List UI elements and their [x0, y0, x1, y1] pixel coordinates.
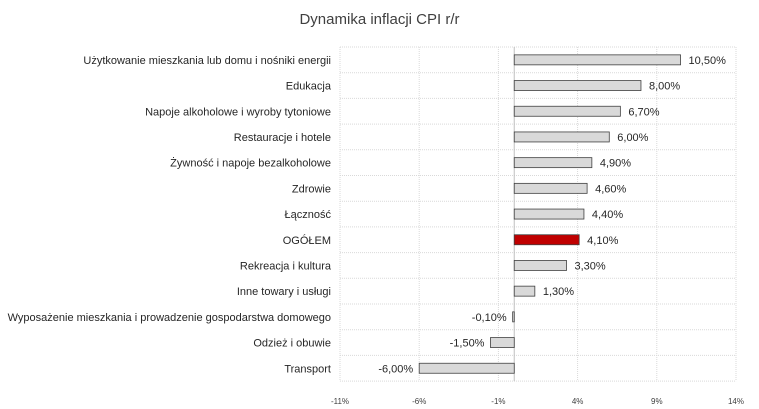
bar: [513, 131, 610, 143]
data-labels: 10,50% 8,00% 6,70% 6,00% 4,90% 4,60% 4,40% 4,10…: [378, 55, 726, 375]
x-tick-label: 4%: [572, 397, 584, 406]
data-label: -0,10%: [472, 312, 507, 324]
bar: [513, 105, 621, 117]
category-label: Inne towary i usługi: [237, 286, 331, 298]
data-label: 4,10%: [587, 235, 618, 247]
data-label: 6,70%: [628, 106, 659, 118]
category-label: OGÓŁEM: [283, 234, 331, 247]
x-tick-label: 14%: [728, 397, 744, 406]
bar: [512, 311, 515, 323]
data-label: -1,50%: [450, 338, 485, 350]
data-label: 4,40%: [592, 209, 623, 221]
bar: [490, 337, 515, 348]
bar: [513, 260, 567, 271]
bar: [513, 80, 642, 91]
category-label: Edukacja: [286, 81, 332, 93]
bar: [513, 54, 681, 66]
data-label: 6,00%: [617, 132, 648, 144]
data-label: 10,50%: [689, 55, 727, 67]
bar: [513, 182, 588, 194]
bar: [418, 362, 515, 374]
bar: [513, 285, 536, 297]
grid-lines: [339, 46, 737, 382]
bar: [513, 208, 585, 220]
category-label: Transport: [284, 363, 331, 375]
data-label: 3,30%: [575, 260, 606, 272]
category-label: Wyposażenie mieszkania i prowadzenie gos…: [8, 312, 331, 324]
category-label: Użytkowanie mieszkania lub domu i nośnik…: [83, 55, 331, 67]
bar: [513, 157, 593, 169]
bar-highlight: [513, 234, 580, 246]
x-tick-label: 9%: [651, 397, 663, 406]
chart-title: Dynamika inflacji CPI r/r: [299, 11, 460, 28]
category-label: Żywność i napoje bezalkoholowe: [170, 157, 331, 170]
category-label: Restauracje i hotele: [234, 132, 331, 144]
category-label: Rekreacja i kultura: [240, 260, 332, 272]
category-label: Łączność: [285, 209, 332, 221]
x-tick-label: -1%: [491, 397, 505, 406]
x-tick-label: -11%: [331, 397, 349, 406]
category-labels: Użytkowanie mieszkania lub domu i nośnik…: [8, 55, 332, 375]
data-label: 1,30%: [543, 286, 574, 298]
data-label: 4,60%: [595, 183, 626, 195]
x-tick-labels: -11% -6% -1% 4% 9% 14%: [331, 397, 744, 406]
category-label: Zdrowie: [292, 183, 331, 195]
category-label: Napoje alkoholowe i wyroby tytoniowe: [145, 106, 331, 118]
data-label: 4,90%: [600, 158, 631, 170]
data-label: 8,00%: [649, 81, 680, 93]
category-label: Odzież i obuwie: [253, 338, 331, 350]
x-tick-label: -6%: [412, 397, 426, 406]
bars: [418, 54, 681, 374]
data-label: -6,00%: [378, 363, 413, 375]
